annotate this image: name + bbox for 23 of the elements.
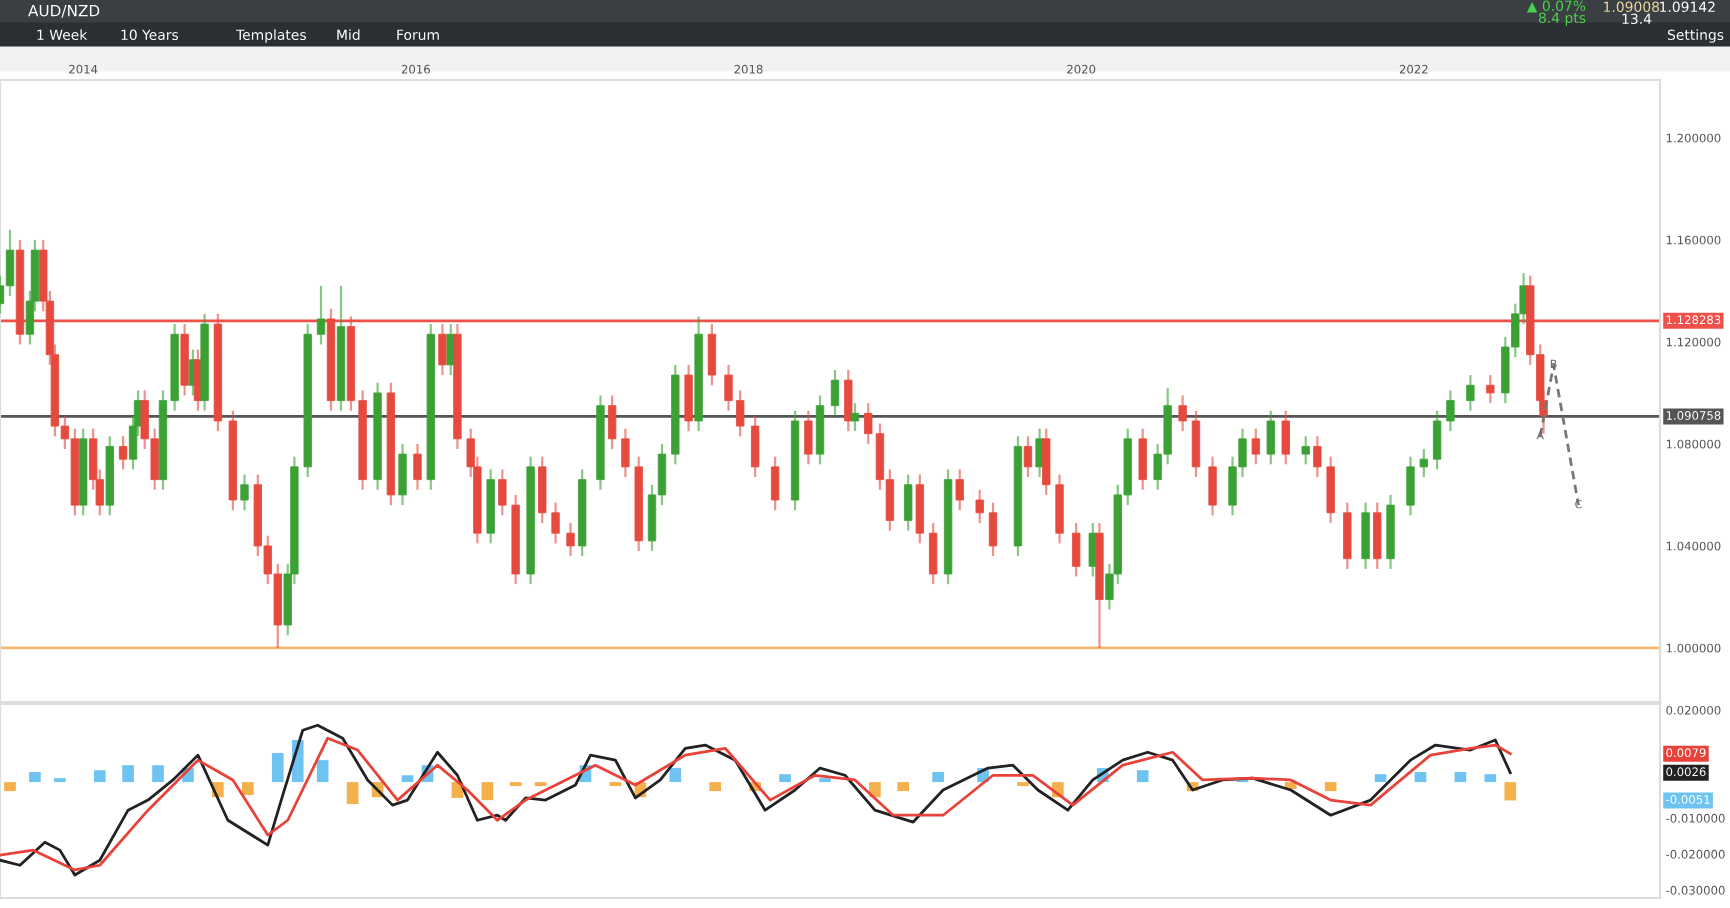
bar (1136, 770, 1149, 783)
bar (932, 772, 944, 783)
bar (346, 782, 359, 805)
bar (481, 782, 494, 801)
bar (122, 765, 134, 783)
bar (1454, 772, 1467, 783)
bar (709, 782, 722, 792)
bar (4, 782, 16, 792)
bar (401, 775, 414, 783)
bar (1504, 782, 1517, 801)
bar (271, 752, 284, 783)
bar (1324, 782, 1337, 792)
bar (897, 782, 910, 792)
bar (316, 760, 329, 783)
bar (669, 768, 682, 783)
bar (1484, 774, 1497, 783)
bar (1374, 774, 1387, 783)
bar (1414, 772, 1427, 783)
bar (779, 774, 791, 783)
bar (93, 770, 106, 783)
bar (29, 772, 41, 783)
bar (152, 765, 164, 783)
bar (242, 782, 254, 796)
